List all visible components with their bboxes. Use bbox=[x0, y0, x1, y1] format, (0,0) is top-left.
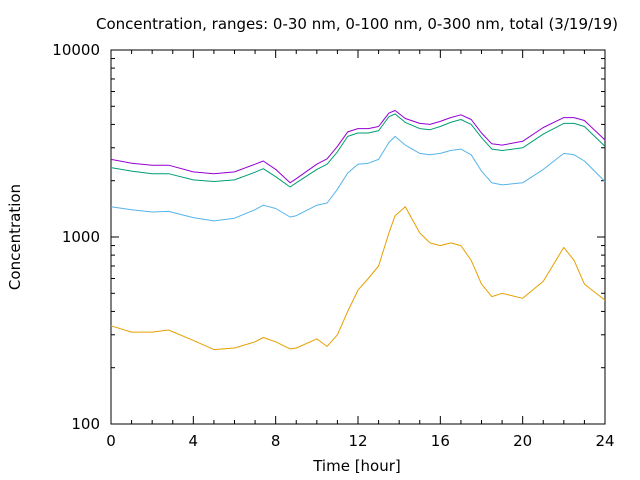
series-line-2 bbox=[110, 113, 606, 188]
y-tick-label: 100 bbox=[71, 415, 100, 433]
x-tick-label: 16 bbox=[431, 432, 450, 450]
x-tick-label: 12 bbox=[348, 432, 367, 450]
chart-title: Concentration, ranges: 0-30 nm, 0-100 nm… bbox=[96, 15, 618, 33]
x-axis-label: Time [hour] bbox=[312, 457, 401, 475]
x-tick-label: 8 bbox=[271, 432, 281, 450]
series-line-1 bbox=[110, 110, 606, 184]
plot-frame bbox=[110, 49, 606, 425]
series-line-4 bbox=[110, 206, 606, 351]
tick-labels: 0 4 8 12 16 20 24 100 1000 10000 bbox=[52, 41, 614, 450]
x-tick-label: 20 bbox=[513, 432, 532, 450]
series-line-3 bbox=[110, 135, 606, 222]
y-axis-label: Concentration bbox=[6, 184, 24, 290]
x-tick-label: 0 bbox=[106, 432, 116, 450]
y-tick-label: 1000 bbox=[62, 228, 100, 246]
y-tick-label: 10000 bbox=[52, 41, 100, 59]
x-tick-label: 4 bbox=[189, 432, 199, 450]
x-tick-label: 24 bbox=[595, 432, 614, 450]
series-group bbox=[110, 110, 606, 351]
axis-ticks bbox=[110, 49, 606, 425]
